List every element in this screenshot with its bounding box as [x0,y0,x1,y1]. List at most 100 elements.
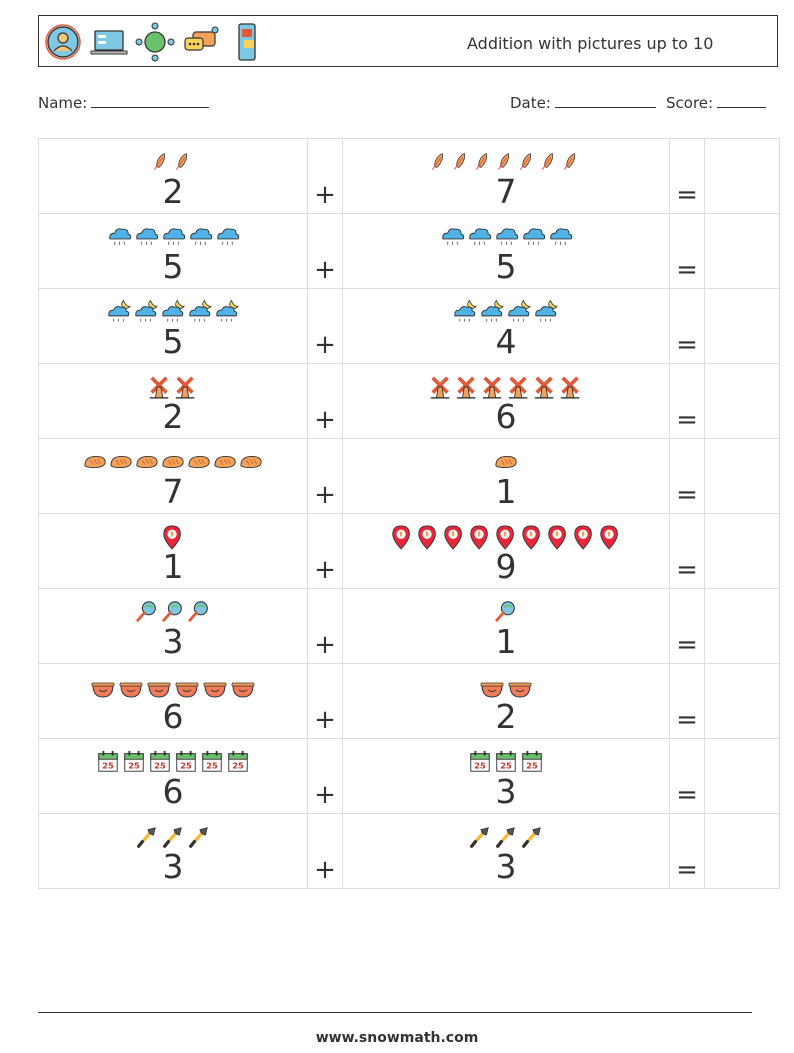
network-globe-icon [135,22,175,62]
location-pin-icon [418,525,436,550]
answer-cell[interactable] [704,438,780,514]
left-icons [39,823,307,851]
feather-icon [431,152,443,170]
name-field: Name: [38,93,210,112]
right-term-cell: 3 [342,813,670,889]
calendar-icon: 25 [98,750,118,772]
left-term-cell: 1 [38,513,308,589]
windmill-icon [430,376,450,399]
location-pin-icon [574,525,592,550]
plus-sign: + [314,180,336,210]
plus-sign: + [314,705,336,735]
plus-sign: + [314,405,336,435]
right-term-cell: 4 [342,288,670,364]
equals-sign: = [676,855,698,885]
left-term-cell: 6 [38,663,308,739]
bread-icon [240,455,262,469]
left-term-cell: 5 [38,213,308,289]
answer-cell[interactable] [704,213,780,289]
equals-sign: = [676,255,698,285]
feather-icon [153,152,165,170]
windmill-icon [508,376,528,399]
worksheet-title: Addition with pictures up to 10 [467,34,714,53]
answer-cell[interactable] [704,663,780,739]
right-number: 2 [495,697,517,736]
plus-cell: + [307,813,343,889]
wrench-icon [189,827,208,848]
left-number: 3 [162,622,184,661]
left-term-cell: 2 [38,138,308,214]
score-field: Score: [666,93,767,112]
chat-bubbles-icon [184,26,219,51]
problem-row: 25 25 25 25 25 25 6 +25 25 25 3 = [38,738,780,814]
night-rain-icon [134,299,158,322]
feather-icon [175,152,187,170]
night-rain-icon [454,299,477,322]
equals-sign: = [676,405,698,435]
left-number: 1 [162,547,184,586]
left-number: 3 [162,847,184,886]
right-number: 3 [495,772,517,811]
plus-sign: + [314,255,336,285]
bread-icon [162,455,184,469]
feather-icon [541,152,553,170]
answer-cell[interactable] [704,513,780,589]
score-blank[interactable] [717,93,767,108]
right-number: 9 [495,547,517,586]
feather-icon [453,152,465,170]
pot-icon [203,682,227,698]
left-term-cell: 3 [38,813,308,889]
plus-cell: + [307,138,343,214]
footer-divider [38,1012,752,1013]
date-blank[interactable] [554,93,656,108]
left-number: 6 [162,697,184,736]
answer-cell[interactable] [704,738,780,814]
answer-cell[interactable] [704,363,780,439]
calendar-day-text: 25 [526,760,538,770]
windmill-icon [175,376,195,399]
plus-cell: + [307,363,343,439]
bread-icon [188,455,210,469]
answer-cell[interactable] [704,813,780,889]
equals-cell: = [669,438,705,514]
plus-sign: + [314,630,336,660]
problem-row: 2 +6 = [38,363,780,439]
pot-icon [231,682,255,698]
right-term-cell: 2 [342,663,670,739]
right-icons [343,373,669,401]
answer-cell[interactable] [704,588,780,664]
plus-sign: + [314,855,336,885]
name-label: Name: [38,94,88,112]
magnifier-icon [188,601,208,622]
left-number: 2 [162,397,184,436]
calendar-day-text: 25 [154,760,166,770]
equals-cell: = [669,288,705,364]
problem-row: 3 +3 = [38,813,780,889]
laptop-icon [90,30,128,55]
equals-cell: = [669,663,705,739]
location-pin-icon [470,525,488,550]
pot-icon [480,682,504,698]
rain-cloud-icon [441,228,464,245]
equals-cell: = [669,813,705,889]
right-term-cell: 6 [342,363,670,439]
problem-row: 6 +2 = [38,663,780,739]
wrench-icon [137,827,156,848]
right-number: 4 [495,322,517,361]
equals-cell: = [669,513,705,589]
answer-cell[interactable] [704,138,780,214]
bread-icon [495,455,517,469]
right-icons: 25 25 25 [343,748,669,776]
score-label: Score: [666,94,714,112]
calendar-icon: 25 [470,750,490,772]
left-icons: 25 25 25 25 25 25 [39,748,307,776]
rain-cloud-icon [189,228,212,245]
rain-cloud-icon [216,228,239,245]
equals-sign: = [676,180,698,210]
bread-icon [110,455,132,469]
name-blank[interactable] [91,93,210,108]
answer-cell[interactable] [704,288,780,364]
right-number: 1 [495,622,517,661]
problem-grid: 2 +7 = 5 +5 = 5 +4 = 2 +6 = 7 +1 = 1 +9 = 3 +1 = 6 +2 = 25 25 25 25… [38,138,780,889]
rain-cloud-icon [162,228,185,245]
